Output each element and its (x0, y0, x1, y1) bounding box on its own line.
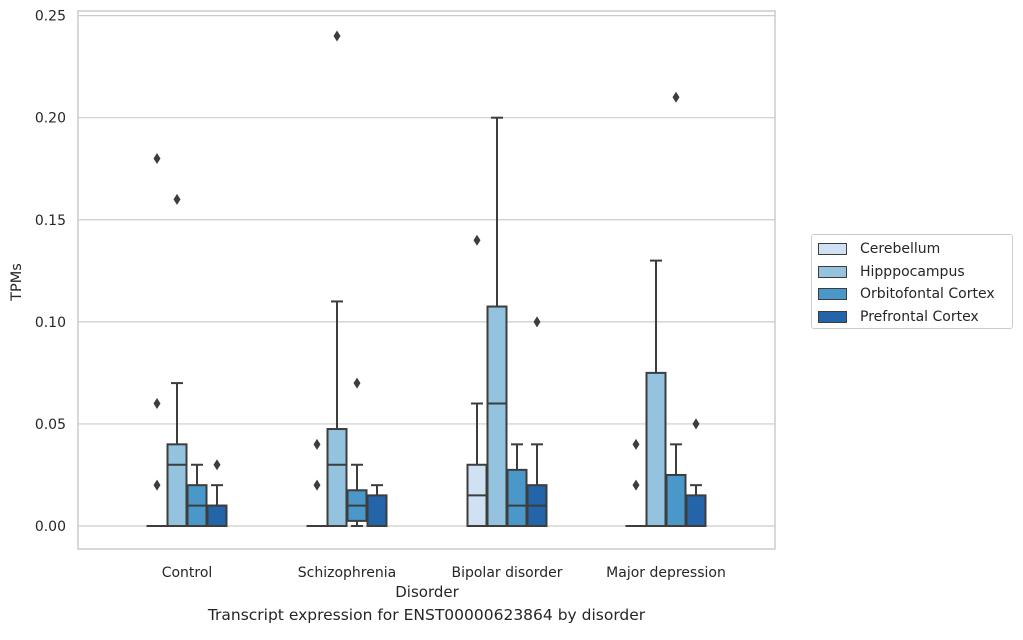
legend-label: Orbitofontal Cortex (860, 286, 995, 302)
legend-label: Prefrontal Cortex (860, 309, 979, 325)
y-tick-label: 0.15 (35, 213, 66, 229)
legend-swatch (818, 243, 847, 255)
legend-label: Cerebellum (860, 241, 940, 257)
box-iqr (488, 307, 507, 526)
box-iqr (168, 444, 187, 526)
y-tick-label: 0.25 (35, 9, 66, 25)
box-iqr (687, 495, 706, 526)
x-axis-label: Disorder (395, 583, 459, 601)
y-tick-label: 0.10 (35, 315, 66, 331)
box-iqr (667, 475, 686, 526)
legend-swatch (818, 288, 847, 300)
y-tick-label: 0.05 (35, 417, 66, 433)
legend-item: Prefrontal Cortex (818, 306, 1006, 329)
chart-caption: Transcript expression for ENST0000062386… (0, 606, 853, 624)
legend-item: Hipppocampus (818, 261, 1006, 284)
y-axis-label: TPMs (9, 263, 25, 302)
box-iqr (328, 429, 347, 526)
x-tick-label: Schizophrenia (298, 565, 396, 581)
box-iqr (647, 373, 666, 526)
legend-item: Orbitofontal Cortex (818, 283, 1006, 306)
legend: Cerebellum Hipppocampus Orbitofontal Corte… (811, 234, 1013, 329)
x-tick-label: Major depression (606, 565, 726, 581)
legend-label: Hipppocampus (860, 264, 965, 280)
x-tick-label: Bipolar disorder (451, 565, 562, 581)
legend-item: Cerebellum (818, 238, 1006, 261)
y-tick-label: 0.20 (35, 111, 66, 127)
x-tick-label: Control (162, 565, 213, 581)
box-iqr (208, 506, 227, 526)
box-iqr (508, 470, 527, 526)
legend-swatch (818, 311, 847, 323)
y-tick-label: 0.00 (35, 519, 66, 535)
box-iqr (368, 495, 387, 526)
legend-swatch (818, 266, 847, 278)
